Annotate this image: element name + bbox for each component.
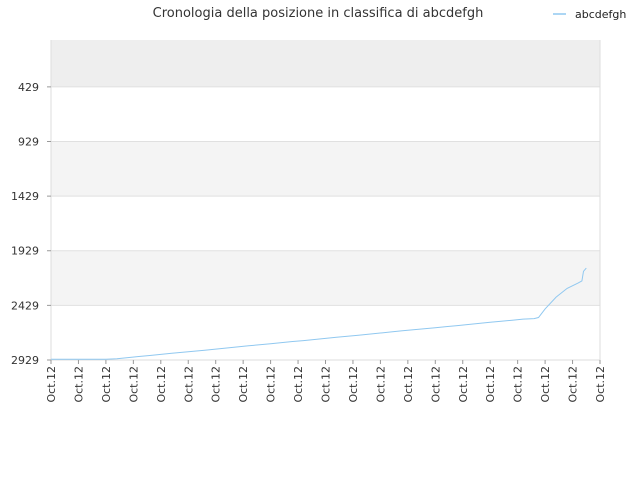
- x-tick-label: Oct.12: [567, 366, 580, 403]
- x-tick-label: Oct.12: [100, 366, 113, 403]
- x-tick-label: Oct.12: [374, 366, 387, 403]
- y-tick-label: 2429: [11, 299, 39, 312]
- y-tick-label: 429: [18, 81, 39, 94]
- x-tick-label: Oct.12: [45, 366, 58, 403]
- y-tick-label: 1429: [11, 190, 39, 203]
- x-tick-label: Oct.12: [182, 366, 195, 403]
- plot-band: [51, 141, 600, 197]
- y-tick-label: 929: [18, 135, 39, 148]
- plot-band: [51, 86, 600, 142]
- plot-band: [51, 305, 600, 360]
- x-tick-label: Oct.12: [127, 366, 140, 403]
- legend-label: abcdefgh: [575, 8, 626, 21]
- y-axis-ticks: 429 929 1429 1929 2429 2929: [11, 81, 51, 367]
- x-tick-label: Oct.12: [512, 366, 525, 403]
- x-axis-ticks: Oct.12 Oct.12 Oct.12 Oct.12 Oct.12 Oct.12 Oct.…: [45, 360, 607, 403]
- chart-title: Cronologia della posizione in classifica…: [153, 6, 484, 21]
- x-tick-label: Oct.12: [484, 366, 497, 403]
- plot-band: [51, 250, 600, 306]
- x-tick-label: Oct.12: [347, 366, 360, 403]
- x-tick-label: Oct.12: [539, 366, 552, 403]
- x-tick-label: Oct.12: [320, 366, 333, 403]
- x-tick-label: Oct.12: [594, 366, 607, 403]
- x-tick-label: Oct.12: [292, 366, 305, 403]
- x-tick-label: Oct.12: [265, 366, 278, 403]
- x-tick-label: Oct.12: [72, 366, 85, 403]
- x-tick-label: Oct.12: [402, 366, 415, 403]
- series-group: [51, 267, 587, 360]
- plot-band: [51, 196, 600, 251]
- x-tick-label: Oct.12: [457, 366, 470, 403]
- x-tick-label: Oct.12: [429, 366, 442, 403]
- x-tick-label: Oct.12: [237, 366, 250, 403]
- legend[interactable]: abcdefgh: [553, 8, 626, 21]
- y-tick-label: 2929: [11, 354, 39, 367]
- x-tick-label: Oct.12: [155, 366, 168, 403]
- y-tick-label: 1929: [11, 245, 39, 258]
- plot-band: [51, 40, 600, 87]
- series-line-abcdefgh[interactable]: [51, 267, 587, 360]
- x-tick-label: Oct.12: [210, 366, 223, 403]
- plot-bands: [51, 40, 600, 360]
